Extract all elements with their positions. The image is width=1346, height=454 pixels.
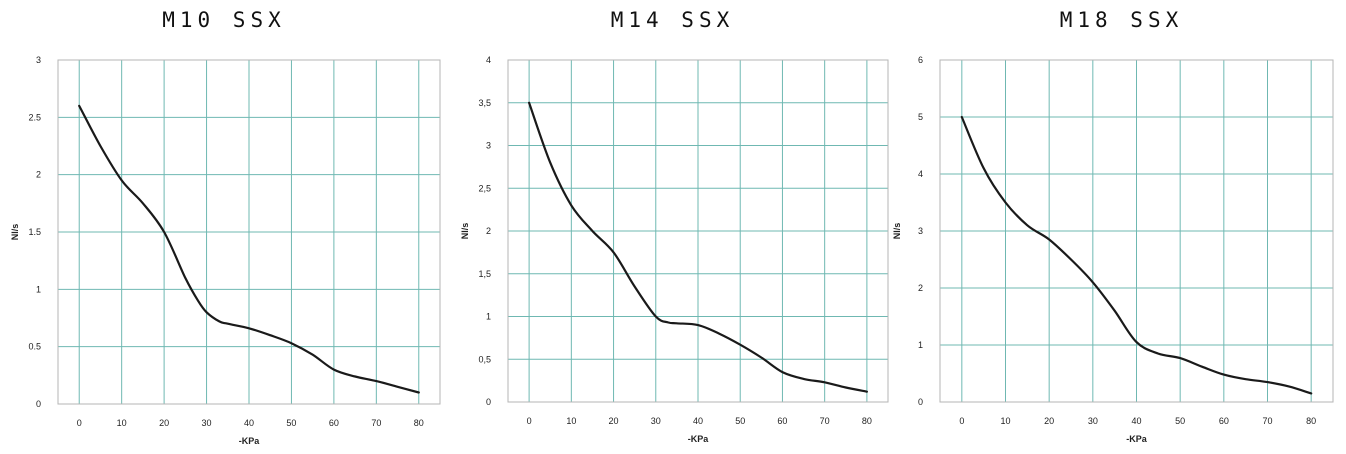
x-tick-label: 30 (1088, 416, 1098, 426)
y-tick-label: 3 (918, 226, 923, 236)
y-tick-label: 4 (486, 55, 491, 65)
y-tick-label: 3,5 (478, 98, 491, 108)
chart-title: M14 SSX (610, 8, 735, 32)
y-tick-label: 0,5 (478, 354, 491, 364)
y-tick-label: 2 (918, 283, 923, 293)
x-tick-label: 40 (244, 418, 254, 428)
x-tick-label: 60 (777, 416, 787, 426)
chart-m18: 0 10 20 30 40 50 60 70 80 0 1 2 3 4 5 6 -KPa Nl/s (892, 55, 1334, 444)
y-tick-label: 1 (918, 340, 923, 350)
y-tick-label: 6 (918, 55, 923, 65)
y-tick-label: 2 (36, 170, 41, 180)
chart-title: M10 SSX (162, 8, 286, 32)
x-tick-label: 80 (1306, 416, 1316, 426)
plot-frame (939, 59, 1334, 403)
x-tick-label: 20 (1044, 416, 1054, 426)
y-tick-label: 0 (918, 397, 923, 407)
y-axis-label: Nl/s (10, 224, 20, 241)
x-tick-label: 60 (1219, 416, 1229, 426)
x-tick-label: 80 (414, 418, 424, 428)
y-axis-label: Nl/s (892, 223, 902, 240)
plot-frame (57, 59, 441, 405)
x-tick-label: 0 (527, 416, 532, 426)
series-line (78, 104, 420, 394)
x-tick-label: 60 (329, 418, 339, 428)
y-tick-label: 0 (36, 399, 41, 409)
y-tick-label: 2,5 (478, 183, 491, 193)
series-line (960, 115, 1313, 395)
chart-m14: 0 10 20 30 40 50 60 70 80 0 0,5 1 1,5 2 2,5 3 3,5 4 -KPa Nl… (460, 55, 889, 444)
chart-m10: 0 10 20 30 40 50 60 70 80 0 0.5 1 1.5 2 2.5 3 -KPa Nl/s (10, 55, 441, 446)
series-line (528, 101, 868, 393)
x-tick-label: 20 (159, 418, 169, 428)
y-tick-label: 3 (486, 141, 491, 151)
x-tick-label: 70 (1262, 416, 1272, 426)
x-axis-label: -KPa (688, 434, 709, 444)
y-tick-label: 0 (486, 397, 491, 407)
plot-frame (507, 59, 889, 403)
chart-panel-m14: M14 SSX 0 10 20 30 40 50 60 70 80 0 0,5 1 1,5 2 2,5 3 3,… (448, 0, 897, 454)
x-tick-label: 70 (371, 418, 381, 428)
chart-panel-m18: M18 SSX 0 10 20 30 40 50 60 70 80 0 1 2 3 4 5 6 -KPa Nl/s (892, 0, 1346, 454)
y-tick-label: 1 (486, 312, 491, 322)
y-tick-label: 4 (918, 169, 923, 179)
y-tick-label: 3 (36, 55, 41, 65)
x-tick-label: 10 (117, 418, 127, 428)
x-tick-label: 0 (77, 418, 82, 428)
x-tick-label: 10 (566, 416, 576, 426)
x-axis-label: -KPa (239, 436, 260, 446)
x-tick-label: 10 (1000, 416, 1010, 426)
x-tick-label: 40 (693, 416, 703, 426)
x-tick-label: 70 (820, 416, 830, 426)
y-tick-label: 5 (918, 112, 923, 122)
x-tick-label: 20 (609, 416, 619, 426)
x-tick-label: 0 (959, 416, 964, 426)
y-tick-label: 1.5 (28, 227, 41, 237)
y-tick-label: 2.5 (28, 112, 41, 122)
x-tick-label: 30 (651, 416, 661, 426)
x-tick-label: 30 (202, 418, 212, 428)
chart-title: M18 SSX (1059, 8, 1184, 32)
x-tick-label: 50 (735, 416, 745, 426)
y-axis-label: Nl/s (460, 223, 470, 240)
x-tick-label: 40 (1131, 416, 1141, 426)
x-tick-label: 80 (862, 416, 872, 426)
x-tick-label: 50 (1175, 416, 1185, 426)
y-tick-label: 1,5 (478, 269, 491, 279)
x-axis-label: -KPa (1126, 434, 1147, 444)
x-tick-label: 50 (286, 418, 296, 428)
chart-panel-m10: M10 SSX 0 10 20 30 40 50 60 70 80 0 0.5 1 1.5 2 2.5 3 -K… (0, 0, 448, 454)
y-tick-label: 2 (486, 226, 491, 236)
y-tick-label: 1 (36, 284, 41, 294)
y-tick-label: 0.5 (28, 342, 41, 352)
